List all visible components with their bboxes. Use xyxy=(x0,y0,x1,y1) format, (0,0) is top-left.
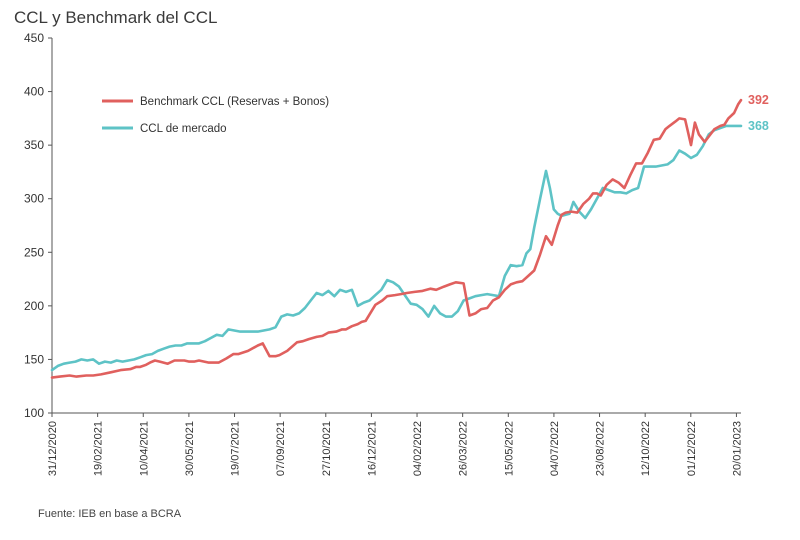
x-tick-label: 16/12/2021 xyxy=(366,421,378,476)
x-tick-label: 15/05/2022 xyxy=(503,421,515,476)
y-tick-label: 450 xyxy=(24,31,44,45)
end-label-benchmark: 392 xyxy=(748,93,769,107)
x-tick-label: 19/07/2021 xyxy=(230,421,242,476)
x-tick-label: 12/10/2022 xyxy=(640,421,652,476)
end-label-mercado: 368 xyxy=(748,119,769,133)
y-tick-label: 400 xyxy=(24,85,44,99)
y-tick-label: 250 xyxy=(24,245,44,259)
source-note: Fuente: IEB en base a BCRA xyxy=(38,508,182,520)
x-tick-label: 20/01/2023 xyxy=(731,421,743,476)
legend-label-benchmark: Benchmark CCL (Reservas + Bonos) xyxy=(140,96,329,108)
x-tick-label: 07/09/2021 xyxy=(275,421,287,476)
x-tick-label: 04/02/2022 xyxy=(412,421,424,476)
series-line-mercado xyxy=(50,124,743,372)
x-tick-label: 23/08/2022 xyxy=(595,421,607,476)
x-tick-label: 26/03/2022 xyxy=(458,421,470,476)
legend-label-mercado: CCL de mercado xyxy=(140,123,227,135)
x-tick-label: 10/04/2021 xyxy=(138,421,150,476)
y-tick-label: 150 xyxy=(24,352,44,366)
x-tick-label: 19/02/2021 xyxy=(93,421,105,476)
x-tick-label: 27/10/2021 xyxy=(321,421,333,476)
x-tick-label: 04/07/2022 xyxy=(549,421,561,476)
x-tick-label: 01/12/2022 xyxy=(686,421,698,476)
y-tick-label: 100 xyxy=(24,406,44,420)
y-tick-label: 300 xyxy=(24,192,44,206)
y-tick-label: 350 xyxy=(24,138,44,152)
y-tick-label: 200 xyxy=(24,299,44,313)
series-line-benchmark xyxy=(50,98,743,379)
x-tick-label: 30/05/2021 xyxy=(184,421,196,476)
x-tick-label: 31/12/2020 xyxy=(47,421,59,476)
chart-title: CCL y Benchmark del CCL xyxy=(14,8,218,27)
